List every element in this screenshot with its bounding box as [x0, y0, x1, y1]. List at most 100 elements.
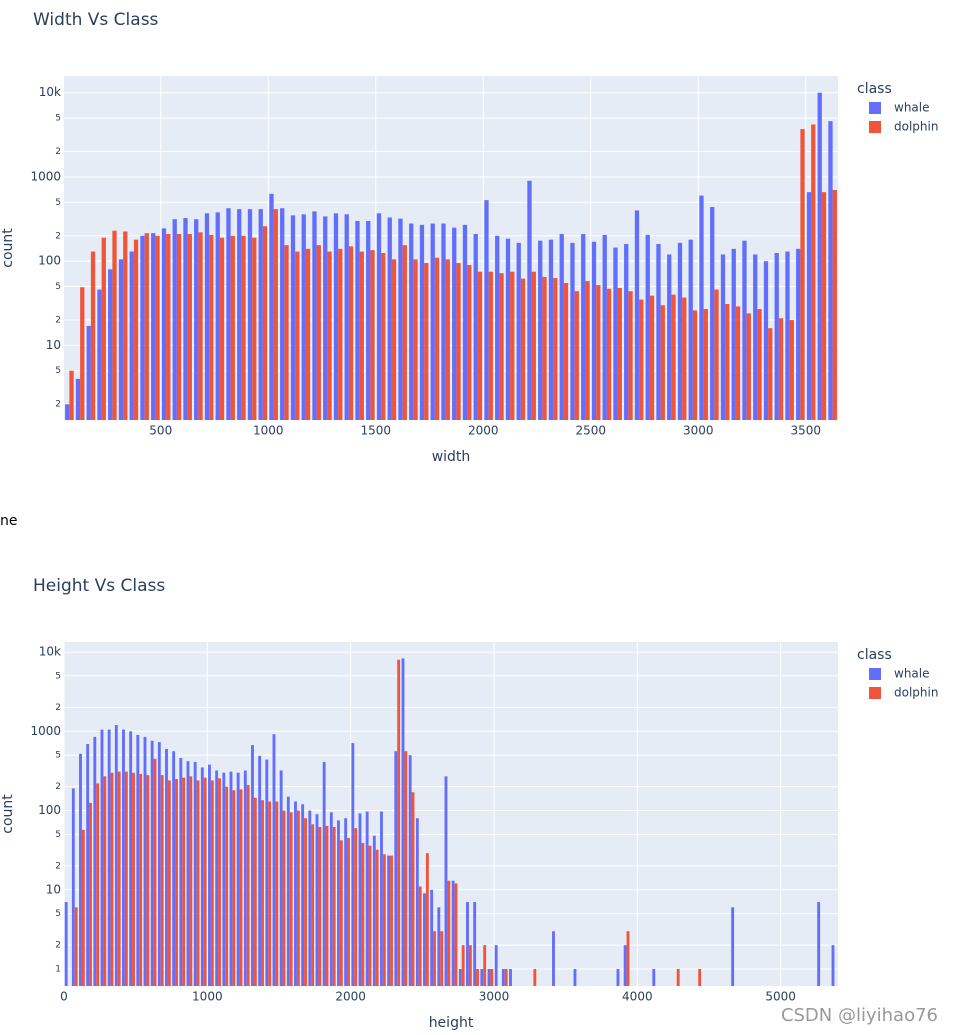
- bar: [252, 237, 257, 420]
- bar: [692, 310, 698, 420]
- bar: [209, 234, 214, 420]
- bar: [103, 776, 107, 986]
- bar: [419, 224, 425, 420]
- bar: [574, 291, 579, 420]
- bar: [150, 740, 154, 986]
- y-tick-label: 10: [46, 338, 61, 352]
- bar: [262, 226, 268, 420]
- bar: [401, 658, 405, 986]
- bar: [144, 233, 149, 420]
- bar: [230, 235, 235, 420]
- bar: [656, 243, 661, 420]
- legend-label: whale: [894, 667, 930, 681]
- bar: [225, 786, 229, 986]
- y-tick-label: 2: [55, 782, 61, 792]
- bar: [258, 755, 262, 986]
- bar: [370, 250, 375, 420]
- y-tick-label: 5: [55, 671, 61, 681]
- bar: [505, 238, 511, 420]
- x-tick-label: 2000: [468, 424, 499, 438]
- bar: [323, 216, 328, 420]
- bar: [273, 209, 278, 420]
- bar: [430, 223, 435, 420]
- bar: [548, 239, 554, 420]
- bar: [198, 232, 203, 420]
- bar: [301, 214, 306, 420]
- x-tick-label: 4000: [622, 990, 653, 1004]
- bar: [731, 907, 735, 986]
- bar: [65, 404, 70, 420]
- bar: [279, 770, 283, 986]
- bar: [763, 261, 769, 420]
- bar: [409, 223, 414, 420]
- bar: [458, 968, 462, 986]
- bar: [189, 776, 193, 986]
- y-tick-label: 5: [55, 751, 61, 761]
- bar: [494, 945, 498, 986]
- x-tick-label: 1000: [253, 424, 284, 438]
- y-tick-label: 10k: [39, 85, 61, 99]
- bar: [284, 245, 289, 420]
- bar: [645, 234, 650, 420]
- bar: [187, 234, 192, 420]
- bar: [96, 783, 100, 986]
- bar: [265, 759, 269, 986]
- x-tick-label: 3000: [683, 424, 714, 438]
- bar: [172, 219, 177, 420]
- text-fragment: ne: [0, 513, 18, 529]
- bar: [153, 758, 157, 986]
- bar: [623, 945, 627, 986]
- y-tick-label: 1000: [30, 169, 61, 183]
- bar: [698, 968, 702, 986]
- bar: [456, 263, 461, 420]
- bar: [714, 289, 719, 420]
- y-tick-label: 100: [38, 254, 61, 268]
- bar: [542, 276, 547, 420]
- bar: [433, 931, 436, 986]
- bar: [735, 306, 741, 420]
- bar: [215, 212, 220, 420]
- bar: [93, 736, 97, 986]
- bar: [468, 945, 472, 986]
- bar: [552, 931, 555, 986]
- bar: [124, 771, 128, 986]
- bar: [107, 729, 111, 986]
- bar: [355, 220, 360, 420]
- bar: [101, 237, 106, 420]
- bar: [311, 824, 315, 986]
- bar: [122, 729, 125, 986]
- bar: [768, 328, 773, 420]
- bar: [753, 254, 758, 420]
- bar: [451, 880, 455, 986]
- bar: [445, 259, 450, 420]
- bar: [151, 233, 156, 420]
- bar: [280, 208, 285, 420]
- bar: [183, 218, 188, 420]
- bar: [703, 309, 708, 420]
- y-tick-label: 1: [55, 964, 61, 974]
- bar: [462, 224, 468, 420]
- bar: [64, 902, 68, 986]
- bar: [89, 802, 92, 986]
- bar: [487, 968, 491, 986]
- bar: [495, 235, 500, 420]
- bar: [368, 845, 372, 986]
- bar: [806, 192, 812, 420]
- bar: [473, 234, 478, 420]
- bar: [186, 761, 190, 986]
- bar: [226, 208, 231, 420]
- bar: [348, 246, 354, 420]
- x-axis-label: height: [429, 1015, 474, 1031]
- bar: [316, 245, 321, 420]
- bar: [413, 259, 418, 420]
- x-tick-label: 1500: [360, 424, 391, 438]
- bar: [79, 753, 82, 986]
- chart-title: Width Vs Class: [33, 10, 159, 30]
- bar: [129, 731, 133, 986]
- bar: [290, 215, 296, 420]
- bar: [477, 271, 483, 420]
- bar: [682, 297, 687, 420]
- bar: [746, 313, 751, 420]
- bar: [251, 745, 254, 986]
